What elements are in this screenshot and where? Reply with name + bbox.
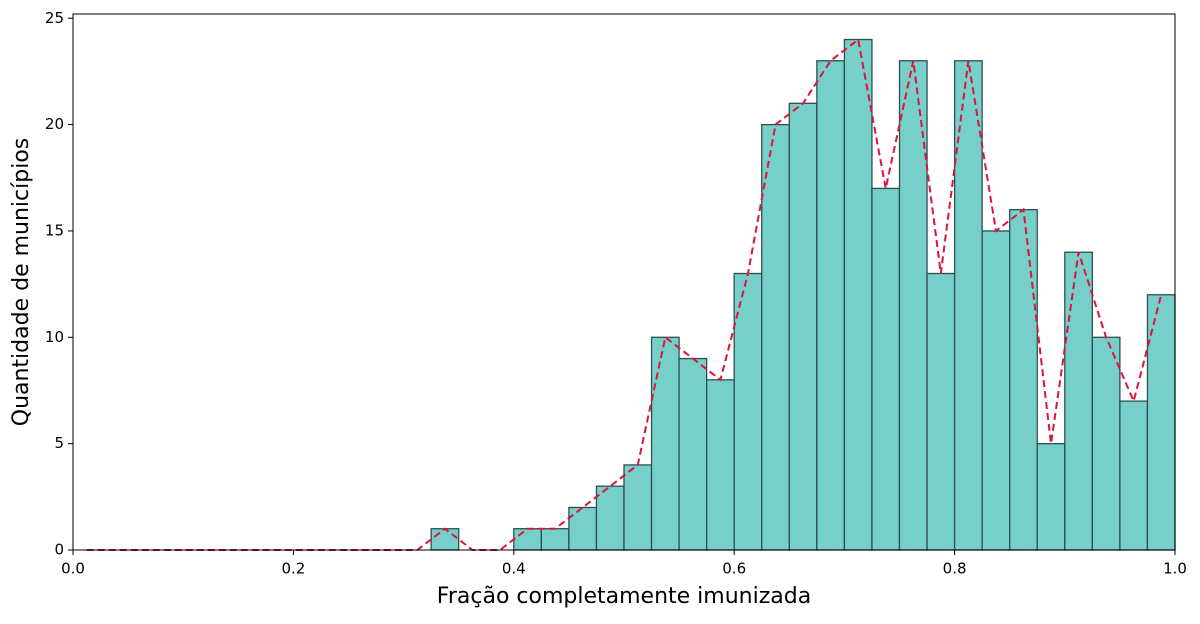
plot-frame bbox=[72, 13, 1176, 551]
bar bbox=[706, 379, 735, 551]
x-tick-label: 0.8 bbox=[943, 560, 967, 578]
bar bbox=[678, 357, 708, 551]
bar bbox=[1119, 400, 1149, 551]
y-tick-label: 5 bbox=[54, 434, 64, 452]
bar bbox=[981, 230, 1011, 551]
y-tick-label: 0 bbox=[54, 541, 64, 559]
bar bbox=[1009, 209, 1038, 551]
bar bbox=[568, 506, 598, 551]
x-tick-label: 0.4 bbox=[502, 560, 526, 578]
bar bbox=[733, 272, 763, 551]
bar bbox=[871, 187, 901, 551]
bar bbox=[926, 272, 956, 551]
x-tick-label: 0.0 bbox=[61, 560, 85, 578]
y-tick-label: 25 bbox=[45, 9, 64, 27]
x-axis-label: Fração completamente imunizada bbox=[437, 584, 811, 609]
bar bbox=[898, 60, 928, 551]
bar bbox=[623, 464, 653, 551]
x-tick-label: 1.0 bbox=[1163, 560, 1187, 578]
bar bbox=[595, 485, 625, 551]
bar bbox=[1146, 294, 1176, 551]
bar bbox=[1036, 443, 1066, 551]
y-tick-label: 15 bbox=[45, 221, 64, 239]
bar bbox=[1064, 251, 1094, 551]
bar bbox=[788, 102, 818, 551]
bar bbox=[650, 336, 680, 551]
bar bbox=[816, 60, 846, 551]
bar bbox=[540, 528, 570, 551]
bar bbox=[430, 528, 460, 551]
x-tick-label: 0.2 bbox=[281, 560, 305, 578]
y-tick-label: 20 bbox=[45, 115, 64, 133]
y-axis-label: Quantidade de municípios bbox=[9, 138, 34, 427]
x-tick-label: 0.6 bbox=[722, 560, 746, 578]
bar bbox=[1091, 336, 1121, 551]
bar bbox=[953, 60, 983, 551]
y-tick-label: 10 bbox=[45, 328, 64, 346]
bar bbox=[761, 123, 790, 551]
bar bbox=[513, 528, 542, 551]
bar bbox=[843, 38, 873, 551]
